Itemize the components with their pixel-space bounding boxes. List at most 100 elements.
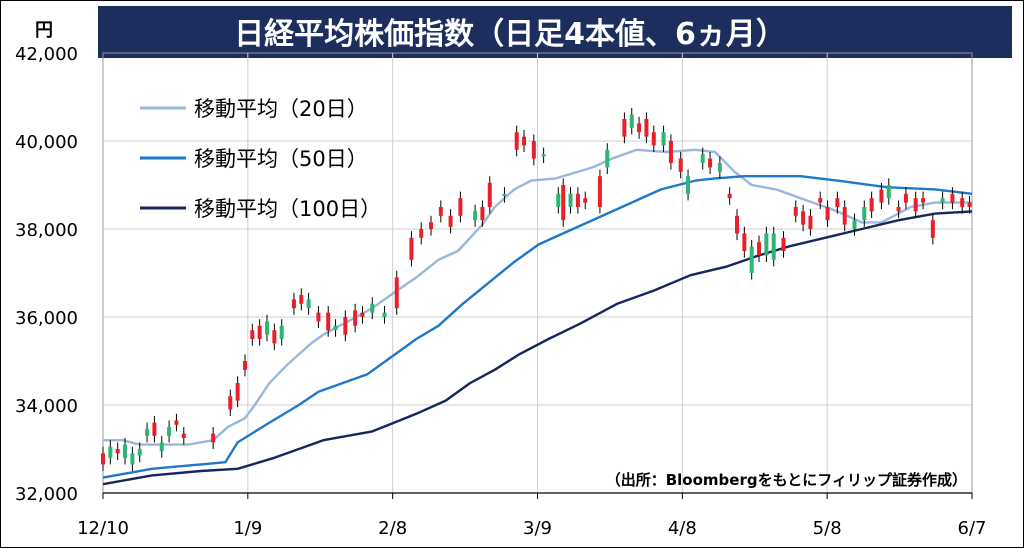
candle-body: [409, 237, 414, 260]
x-tick-label: 6/7: [958, 518, 987, 539]
candle-body: [353, 310, 358, 326]
candle: [174, 413, 179, 432]
candle-body: [123, 444, 128, 458]
candle-body: [708, 158, 713, 168]
chart-title: 日経平均株価指数（日足4本値、6ヵ月）: [234, 17, 786, 52]
candle: [801, 204, 806, 232]
ma-line-1: [103, 148, 972, 446]
candle-body: [250, 330, 255, 339]
candle: [333, 319, 338, 337]
candle-body: [370, 303, 375, 313]
candle-body: [115, 449, 120, 454]
candle-body: [257, 325, 262, 339]
candle-body: [531, 141, 536, 159]
candle: [360, 306, 365, 324]
candle: [291, 292, 296, 315]
candle: [686, 169, 691, 201]
candle: [438, 200, 443, 223]
candle-body: [717, 163, 722, 172]
candle-body: [291, 299, 296, 309]
candle: [583, 191, 588, 210]
candle: [265, 314, 270, 342]
candle-body: [622, 119, 627, 137]
candle: [448, 209, 453, 234]
candle: [913, 191, 918, 218]
ma-line-3: [102, 210, 973, 486]
candle-body: [678, 158, 683, 172]
candle: [886, 178, 891, 205]
candle-body: [727, 193, 732, 199]
candle-body: [394, 277, 399, 309]
y-tick-label: 38,000: [15, 220, 78, 241]
candle-body: [299, 295, 304, 304]
candle: [708, 152, 713, 174]
title-banner: [98, 6, 1012, 58]
candle: [771, 226, 776, 267]
candle-body: [448, 215, 453, 227]
candle-body: [159, 442, 164, 452]
candle: [130, 446, 135, 471]
candle-body: [862, 207, 867, 221]
candle: [644, 112, 649, 144]
candle-body: [130, 453, 135, 465]
candle: [556, 187, 561, 214]
candle-body: [181, 433, 186, 438]
candle-body: [541, 154, 546, 157]
candle: [473, 204, 478, 227]
candle: [257, 319, 262, 346]
candle-body: [852, 220, 857, 229]
candle-body: [235, 383, 240, 401]
candle: [960, 191, 965, 214]
candle-body: [661, 132, 666, 146]
candle-body: [842, 207, 847, 225]
candle: [629, 108, 634, 135]
candle: [622, 112, 627, 144]
candle: [661, 125, 666, 152]
candle-body: [316, 312, 321, 322]
candle-body: [108, 446, 113, 458]
candle-body: [700, 154, 705, 163]
candle-body: [629, 114, 634, 128]
candle: [152, 416, 157, 443]
candle: [727, 187, 732, 205]
candle: [749, 240, 754, 280]
candle-body: [940, 198, 945, 203]
candle-body: [522, 136, 527, 146]
candle: [250, 323, 255, 346]
candle: [575, 187, 580, 214]
candle-body: [583, 198, 588, 203]
candle: [717, 156, 722, 179]
candle: [502, 187, 507, 203]
candle: [211, 427, 216, 449]
y-tick-label: 34,000: [15, 396, 78, 417]
candle: [896, 200, 901, 218]
ma-line-2: [102, 174, 973, 479]
candle-body: [960, 198, 965, 207]
candle: [522, 130, 527, 152]
candle-body: [272, 330, 277, 344]
moving-average-lines: [102, 148, 973, 486]
candle-body: [764, 233, 769, 256]
x-axis-ticks: 12/10 1/9 2/8 3/9 4/8 5/8 6/7: [77, 492, 987, 539]
candle: [561, 178, 566, 227]
candle: [597, 169, 602, 214]
candlesticks: [101, 108, 972, 471]
candle-body: [913, 198, 918, 212]
grid-lines: [103, 53, 972, 493]
x-tick-label: 5/8: [813, 518, 842, 539]
candle: [101, 446, 105, 471]
candle-body: [879, 189, 884, 203]
y-tick-label: 32,000: [15, 484, 78, 505]
candle-body: [458, 198, 463, 216]
candle-body: [781, 237, 786, 251]
candle-body: [556, 193, 561, 207]
candle: [326, 306, 331, 337]
candle: [678, 152, 683, 179]
candle-body: [651, 132, 656, 146]
candle-body: [644, 119, 649, 137]
candle: [429, 215, 434, 236]
candle-body: [735, 215, 740, 234]
candle: [869, 191, 874, 218]
legend-label: 移動平均（50日）: [194, 147, 368, 171]
candle-body: [174, 420, 179, 425]
